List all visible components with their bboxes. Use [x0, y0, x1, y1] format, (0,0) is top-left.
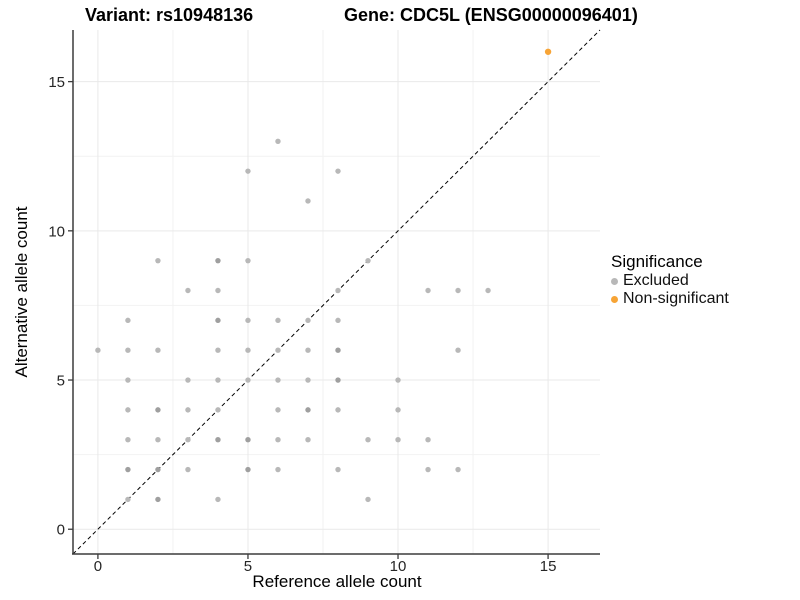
legend-title: Significance	[611, 252, 703, 271]
data-point-excluded	[395, 377, 401, 383]
legend: Significance Excluded Non-significant	[611, 252, 729, 308]
data-point-excluded	[245, 466, 251, 473]
data-point-excluded	[275, 466, 281, 473]
data-point-excluded	[215, 407, 221, 413]
data-point-excluded	[485, 287, 491, 294]
data-point-excluded	[125, 466, 131, 473]
y-axis-title: Alternative allele count	[12, 206, 31, 378]
data-point-excluded	[455, 347, 461, 353]
data-point-excluded	[335, 317, 341, 324]
data-point-excluded	[185, 407, 191, 413]
data-point-excluded	[215, 317, 221, 324]
data-point-excluded	[455, 466, 461, 473]
data-point-excluded	[185, 437, 191, 443]
data-point-excluded	[125, 377, 131, 383]
data-point-excluded	[185, 287, 191, 294]
data-point-excluded	[335, 466, 341, 473]
data-point-excluded	[125, 347, 131, 353]
data-point-excluded	[305, 317, 311, 324]
data-point-excluded	[185, 466, 191, 473]
data-point-non-significant	[544, 48, 552, 55]
data-point-excluded	[305, 377, 311, 383]
data-point-excluded	[425, 287, 431, 294]
data-point-excluded	[335, 168, 341, 174]
data-point-excluded	[125, 437, 131, 443]
data-point-excluded	[155, 437, 161, 443]
data-point-excluded	[275, 377, 281, 383]
data-point-excluded	[215, 437, 221, 443]
data-point-excluded	[215, 257, 221, 264]
plot-title-variant: Variant: rs10948136	[85, 5, 254, 25]
data-point-excluded	[275, 437, 281, 443]
data-point-excluded	[245, 347, 251, 353]
data-point-excluded	[125, 317, 131, 324]
data-point-excluded	[155, 496, 161, 503]
x-tick-label: 0	[94, 558, 102, 575]
data-point-excluded	[425, 437, 431, 443]
data-point-excluded	[455, 287, 461, 294]
legend-items: Excluded Non-significant	[611, 272, 729, 308]
y-tick-label: 5	[57, 373, 65, 390]
data-point-excluded	[275, 317, 281, 324]
data-point-excluded	[335, 287, 341, 294]
legend-item-non-significant: Non-significant	[611, 290, 729, 308]
data-point-excluded	[95, 347, 101, 353]
y-tick-label: 10	[48, 223, 65, 240]
legend-item-label: Non-significant	[623, 290, 729, 307]
data-point-excluded	[335, 377, 341, 383]
data-point-excluded	[395, 407, 401, 413]
data-point-excluded	[245, 257, 251, 264]
x-tick-label: 10	[390, 558, 407, 575]
y-tick-label: 15	[48, 74, 65, 91]
data-point-excluded	[215, 347, 221, 353]
legend-dot-icon	[611, 295, 618, 303]
data-point-excluded	[395, 437, 401, 443]
data-point-excluded	[245, 317, 251, 324]
data-point-excluded	[335, 407, 341, 413]
legend-item-label: Excluded	[623, 272, 689, 289]
data-point-excluded	[275, 138, 281, 145]
x-axis-title: Reference allele count	[252, 572, 422, 591]
legend-dot-icon	[611, 277, 618, 285]
data-point-excluded	[185, 377, 191, 383]
data-point-excluded	[215, 496, 221, 503]
data-point-excluded	[425, 466, 431, 473]
data-point-excluded	[245, 437, 251, 443]
legend-item-excluded: Excluded	[611, 272, 729, 290]
data-point-excluded	[245, 377, 251, 383]
data-point-excluded	[365, 437, 371, 443]
data-point-excluded	[335, 347, 341, 353]
data-point-excluded	[125, 407, 131, 413]
data-point-excluded	[215, 377, 221, 383]
data-point-excluded	[305, 198, 311, 204]
data-point-excluded	[155, 347, 161, 353]
data-point-excluded	[155, 257, 161, 264]
data-point-excluded	[275, 347, 281, 353]
data-point-excluded	[125, 496, 131, 503]
data-point-excluded	[275, 407, 281, 413]
data-point-excluded	[155, 466, 161, 473]
data-point-excluded	[305, 437, 311, 443]
x-tick-label: 15	[540, 558, 557, 575]
data-point-excluded	[305, 407, 311, 413]
data-point-excluded	[215, 287, 221, 294]
y-tick-label: 0	[57, 522, 65, 539]
data-point-excluded	[305, 347, 311, 353]
x-tick-label: 5	[244, 558, 252, 575]
data-point-excluded	[155, 407, 161, 413]
data-point-excluded	[245, 168, 251, 174]
plot-title-gene: Gene: CDC5L (ENSG00000096401)	[344, 5, 638, 25]
data-point-excluded	[365, 257, 371, 264]
data-point-excluded	[365, 496, 371, 503]
